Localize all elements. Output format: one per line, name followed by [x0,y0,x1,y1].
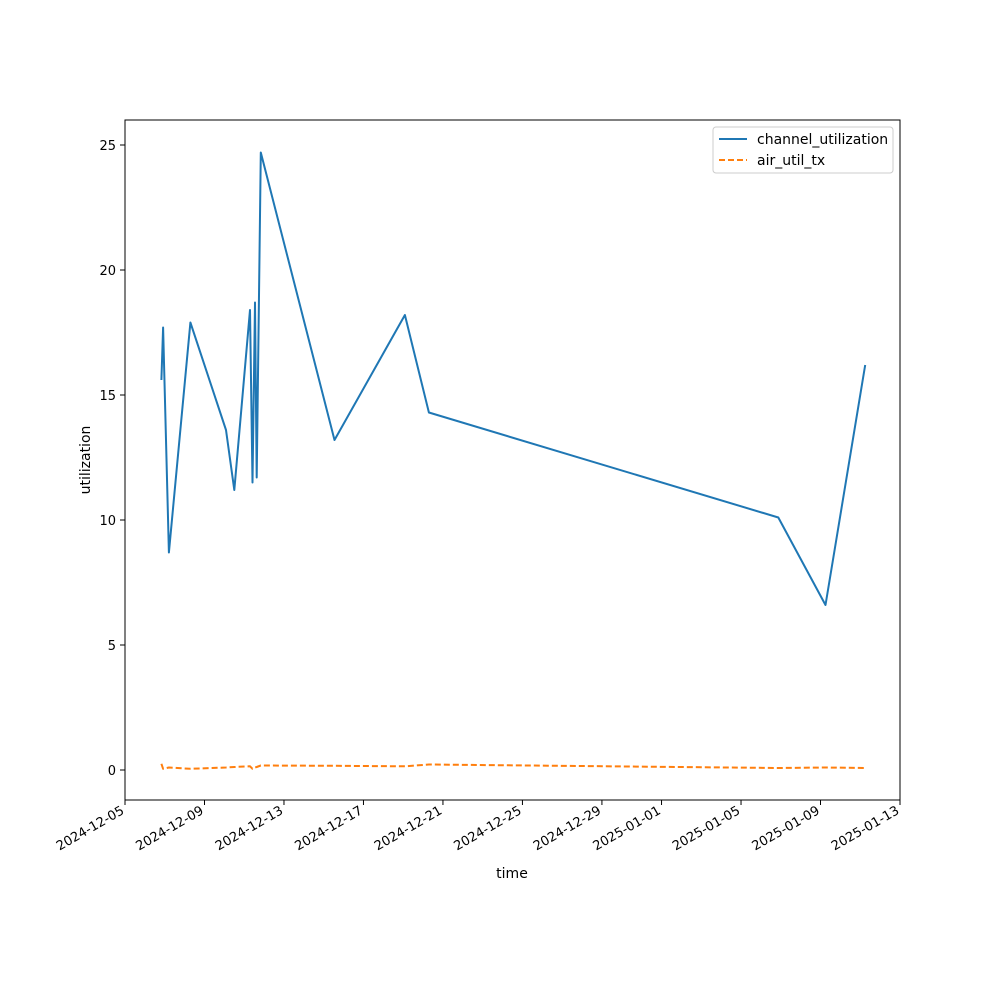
x-tick-label: 2024-12-09 [134,803,207,854]
x-tick-label: 2024-12-25 [451,803,524,854]
legend-label-air-util-tx: air_util_tx [757,153,825,169]
y-axis-label: utilization [78,426,94,495]
x-tick-label: 2025-01-09 [750,803,823,854]
y-tick-label: 10 [99,514,116,529]
x-axis: 2024-12-05 2024-12-09 2024-12-13 2024-12-17… [54,800,902,854]
x-tick-label: 2025-01-01 [591,803,664,854]
x-tick-label: 2024-12-13 [213,803,286,854]
y-axis: 0 5 10 15 20 25 [99,139,125,779]
y-tick-label: 20 [99,264,116,279]
series-layer [160,151,867,770]
legend: channel_utilization air_util_tx [712,126,894,174]
x-tick-label: 2025-01-05 [670,803,743,854]
x-tick-label: 2024-12-17 [293,803,366,854]
legend-label-channel-utilization: channel_utilization [757,132,888,148]
y-tick-label: 15 [99,389,116,404]
x-tick-label: 2024-12-05 [54,803,127,854]
y-tick-label: 5 [108,639,116,654]
plot-frame [124,119,901,801]
legend-box [712,126,894,174]
series-line-channel-utilization [160,151,867,606]
x-tick-label: 2024-12-21 [372,803,445,854]
y-tick-label: 0 [108,764,116,779]
y-tick-label: 25 [99,139,116,154]
series-line-air-util-tx [160,763,866,770]
x-tick-label: 2025-01-13 [829,803,902,854]
x-axis-label: time [496,866,528,882]
